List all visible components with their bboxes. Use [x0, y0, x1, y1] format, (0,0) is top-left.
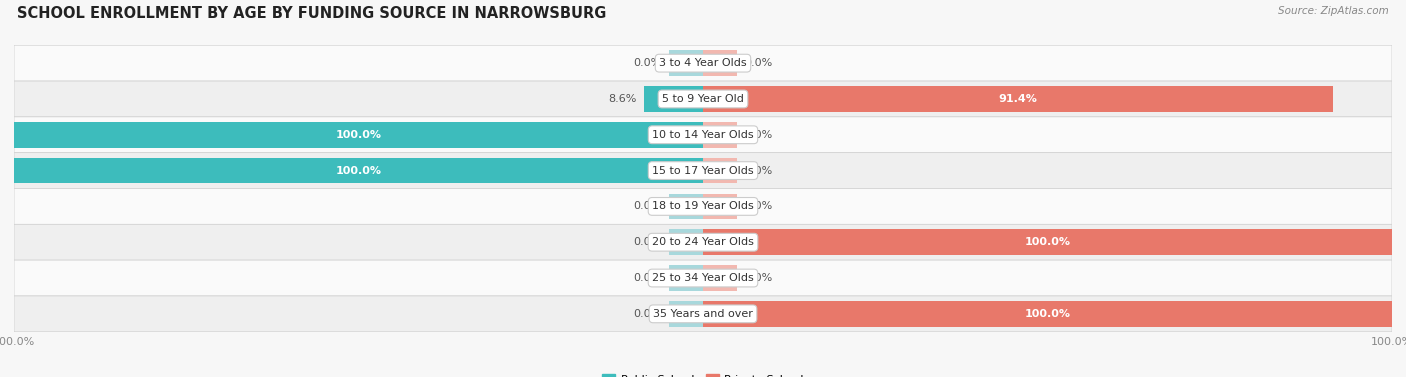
FancyBboxPatch shape — [14, 117, 1392, 153]
Bar — [14, 158, 703, 184]
Text: 35 Years and over: 35 Years and over — [652, 309, 754, 319]
Bar — [14, 122, 703, 148]
Bar — [669, 265, 703, 291]
Text: 0.0%: 0.0% — [744, 273, 772, 283]
Text: 20 to 24 Year Olds: 20 to 24 Year Olds — [652, 237, 754, 247]
Bar — [703, 301, 1392, 327]
Bar — [703, 229, 1392, 255]
Text: 91.4%: 91.4% — [998, 94, 1038, 104]
Text: 100.0%: 100.0% — [1025, 237, 1070, 247]
Text: 0.0%: 0.0% — [634, 309, 662, 319]
Text: 0.0%: 0.0% — [744, 130, 772, 140]
Text: Source: ZipAtlas.com: Source: ZipAtlas.com — [1278, 6, 1389, 16]
Text: 25 to 34 Year Olds: 25 to 34 Year Olds — [652, 273, 754, 283]
Bar — [703, 158, 738, 184]
Text: 8.6%: 8.6% — [609, 94, 637, 104]
Text: 0.0%: 0.0% — [744, 166, 772, 176]
Text: 0.0%: 0.0% — [634, 58, 662, 68]
Text: 100.0%: 100.0% — [336, 166, 381, 176]
Bar — [644, 86, 703, 112]
FancyBboxPatch shape — [14, 224, 1392, 260]
Text: 100.0%: 100.0% — [336, 130, 381, 140]
FancyBboxPatch shape — [14, 188, 1392, 224]
Bar — [703, 265, 738, 291]
FancyBboxPatch shape — [14, 81, 1392, 117]
Text: 0.0%: 0.0% — [634, 273, 662, 283]
Bar — [703, 50, 738, 76]
Text: 15 to 17 Year Olds: 15 to 17 Year Olds — [652, 166, 754, 176]
FancyBboxPatch shape — [14, 153, 1392, 188]
Text: 0.0%: 0.0% — [634, 201, 662, 211]
Text: 3 to 4 Year Olds: 3 to 4 Year Olds — [659, 58, 747, 68]
Text: 5 to 9 Year Old: 5 to 9 Year Old — [662, 94, 744, 104]
FancyBboxPatch shape — [14, 296, 1392, 332]
Bar — [669, 50, 703, 76]
Legend: Public School, Private School: Public School, Private School — [598, 370, 808, 377]
Bar — [703, 193, 738, 219]
Text: 0.0%: 0.0% — [744, 201, 772, 211]
Text: 18 to 19 Year Olds: 18 to 19 Year Olds — [652, 201, 754, 211]
Text: 0.0%: 0.0% — [634, 237, 662, 247]
Text: SCHOOL ENROLLMENT BY AGE BY FUNDING SOURCE IN NARROWSBURG: SCHOOL ENROLLMENT BY AGE BY FUNDING SOUR… — [17, 6, 606, 21]
Bar — [669, 193, 703, 219]
FancyBboxPatch shape — [14, 260, 1392, 296]
Text: 10 to 14 Year Olds: 10 to 14 Year Olds — [652, 130, 754, 140]
Text: 100.0%: 100.0% — [1025, 309, 1070, 319]
Text: 0.0%: 0.0% — [744, 58, 772, 68]
Bar — [703, 86, 1333, 112]
Bar — [669, 301, 703, 327]
Bar — [703, 122, 738, 148]
Bar — [669, 229, 703, 255]
FancyBboxPatch shape — [14, 45, 1392, 81]
